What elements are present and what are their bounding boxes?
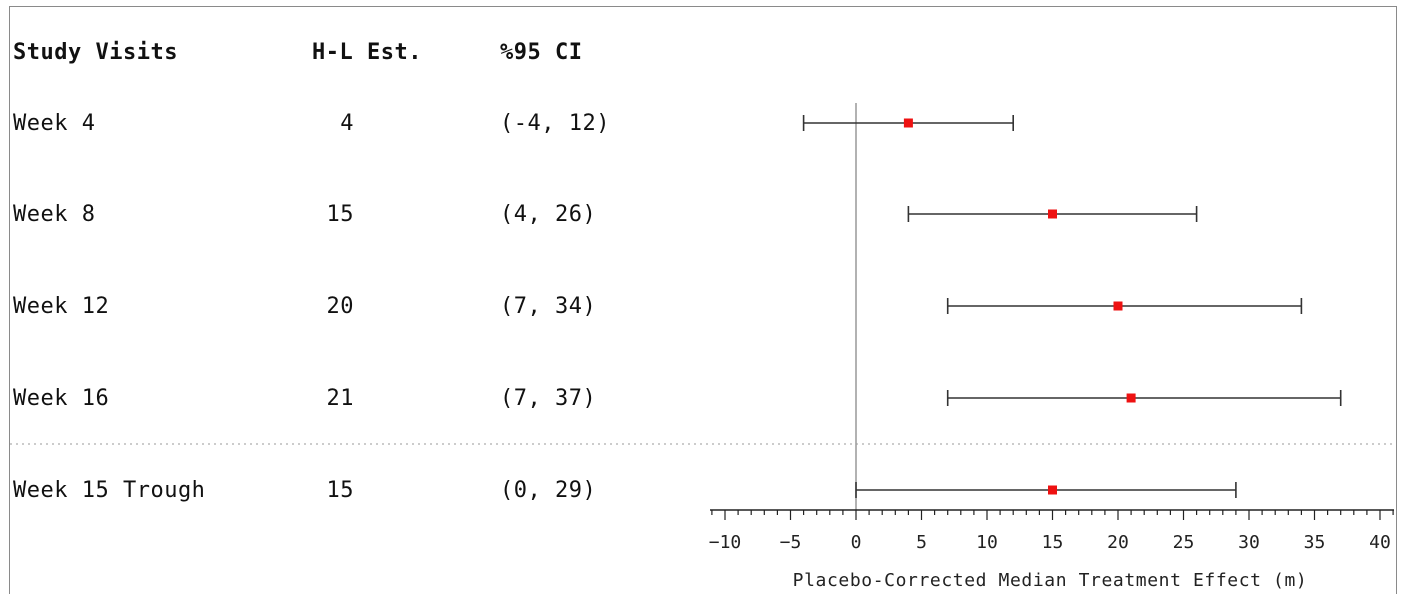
point-estimate-1 — [903, 118, 913, 128]
point-estimate-3 — [1113, 301, 1123, 311]
header-study-visits: Study Visits — [13, 40, 178, 65]
x-tick-label: 5 — [916, 532, 927, 553]
row-3-ci: (7, 34) — [500, 294, 597, 319]
row-2-ci: (4, 26) — [500, 202, 597, 227]
x-tick-label: 0 — [851, 532, 862, 553]
row-4-ci: (7, 37) — [500, 386, 597, 411]
point-estimate-4 — [1126, 393, 1136, 403]
point-estimate-2 — [1048, 209, 1057, 219]
x-tick-label: 20 — [1107, 532, 1129, 553]
row-5-ci: (0, 29) — [500, 478, 597, 503]
row-4-estimate: 21 — [326, 386, 354, 411]
row-4-visit: Week 16 — [13, 386, 110, 411]
row-5-estimate: 15 — [326, 478, 354, 503]
row-1-estimate: 4 — [340, 111, 354, 136]
row-1-ci: (-4, 12) — [500, 111, 610, 136]
point-estimate-5 — [1048, 485, 1057, 495]
row-2-visit: Week 8 — [13, 202, 96, 227]
row-3-estimate: 20 — [326, 294, 354, 319]
x-tick-label: 40 — [1369, 532, 1391, 553]
x-tick-label: −5 — [780, 532, 802, 553]
row-2-estimate: 15 — [326, 202, 354, 227]
x-tick-label: 25 — [1173, 532, 1195, 553]
x-tick-label: 30 — [1238, 532, 1260, 553]
frame-top-border — [9, 6, 1397, 7]
x-tick-label: 35 — [1304, 532, 1326, 553]
x-tick-label: 10 — [976, 532, 998, 553]
header-ci: %95 CI — [500, 40, 583, 65]
frame-right-border — [1396, 6, 1397, 594]
x-tick-label: 15 — [1042, 532, 1064, 553]
frame-left-border — [9, 6, 10, 594]
row-5-visit: Week 15 Trough — [13, 478, 206, 503]
row-3-visit: Week 12 — [13, 294, 110, 319]
x-tick-label: −10 — [709, 532, 742, 553]
x-axis-label: Placebo-Corrected Median Treatment Effec… — [793, 570, 1308, 591]
header-hl-estimate: H-L Est. — [312, 40, 422, 65]
row-1-visit: Week 4 — [13, 111, 96, 136]
